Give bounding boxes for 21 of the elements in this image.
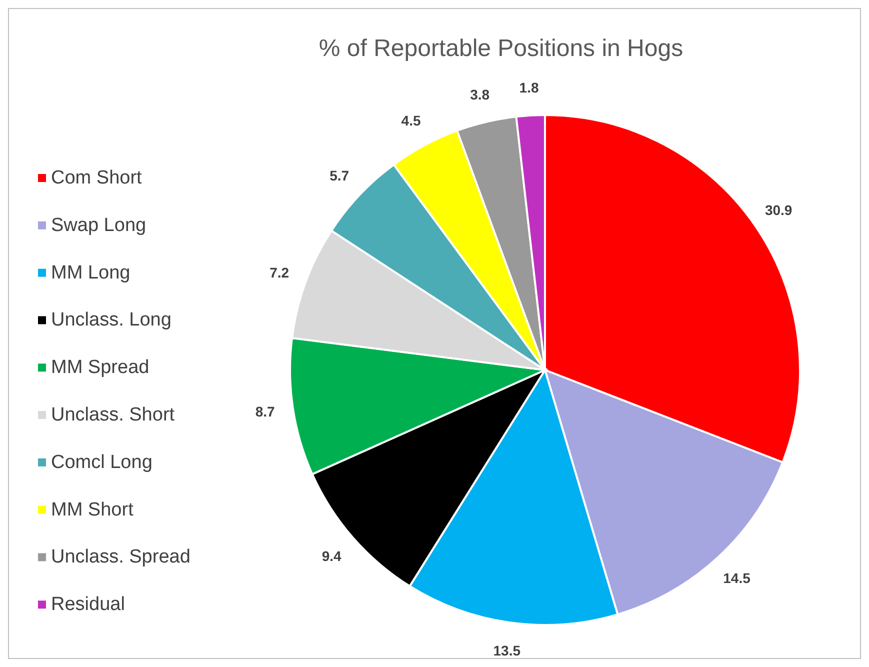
data-label: 8.7 bbox=[255, 404, 276, 420]
data-label: 14.5 bbox=[723, 570, 751, 586]
chart-title: % of Reportable Positions in Hogs bbox=[318, 35, 684, 62]
legend-label: Residual bbox=[51, 594, 125, 616]
data-label: 4.5 bbox=[401, 112, 421, 129]
legend-label: Swap Long bbox=[51, 214, 146, 236]
legend-label: Unclass. Spread bbox=[51, 546, 190, 568]
legend-label: MM Short bbox=[51, 499, 134, 520]
legend-label: Unclass. Short bbox=[51, 404, 176, 426]
data-label: 7.2 bbox=[270, 264, 290, 280]
legend-label: Unclass. Long bbox=[51, 310, 172, 331]
legend-label: MM Long bbox=[51, 262, 130, 284]
data-label: 13.5 bbox=[493, 642, 521, 658]
data-label: 5.7 bbox=[330, 168, 350, 184]
data-label: 1.8 bbox=[519, 79, 539, 96]
legend-label: MM Spread bbox=[51, 357, 150, 378]
data-label: 9.4 bbox=[322, 548, 342, 564]
data-label: 3.8 bbox=[470, 86, 490, 103]
data-label: 30.9 bbox=[764, 202, 792, 218]
legend-label: Com Short bbox=[51, 168, 143, 188]
legend-label: Comcl Long bbox=[51, 452, 152, 473]
